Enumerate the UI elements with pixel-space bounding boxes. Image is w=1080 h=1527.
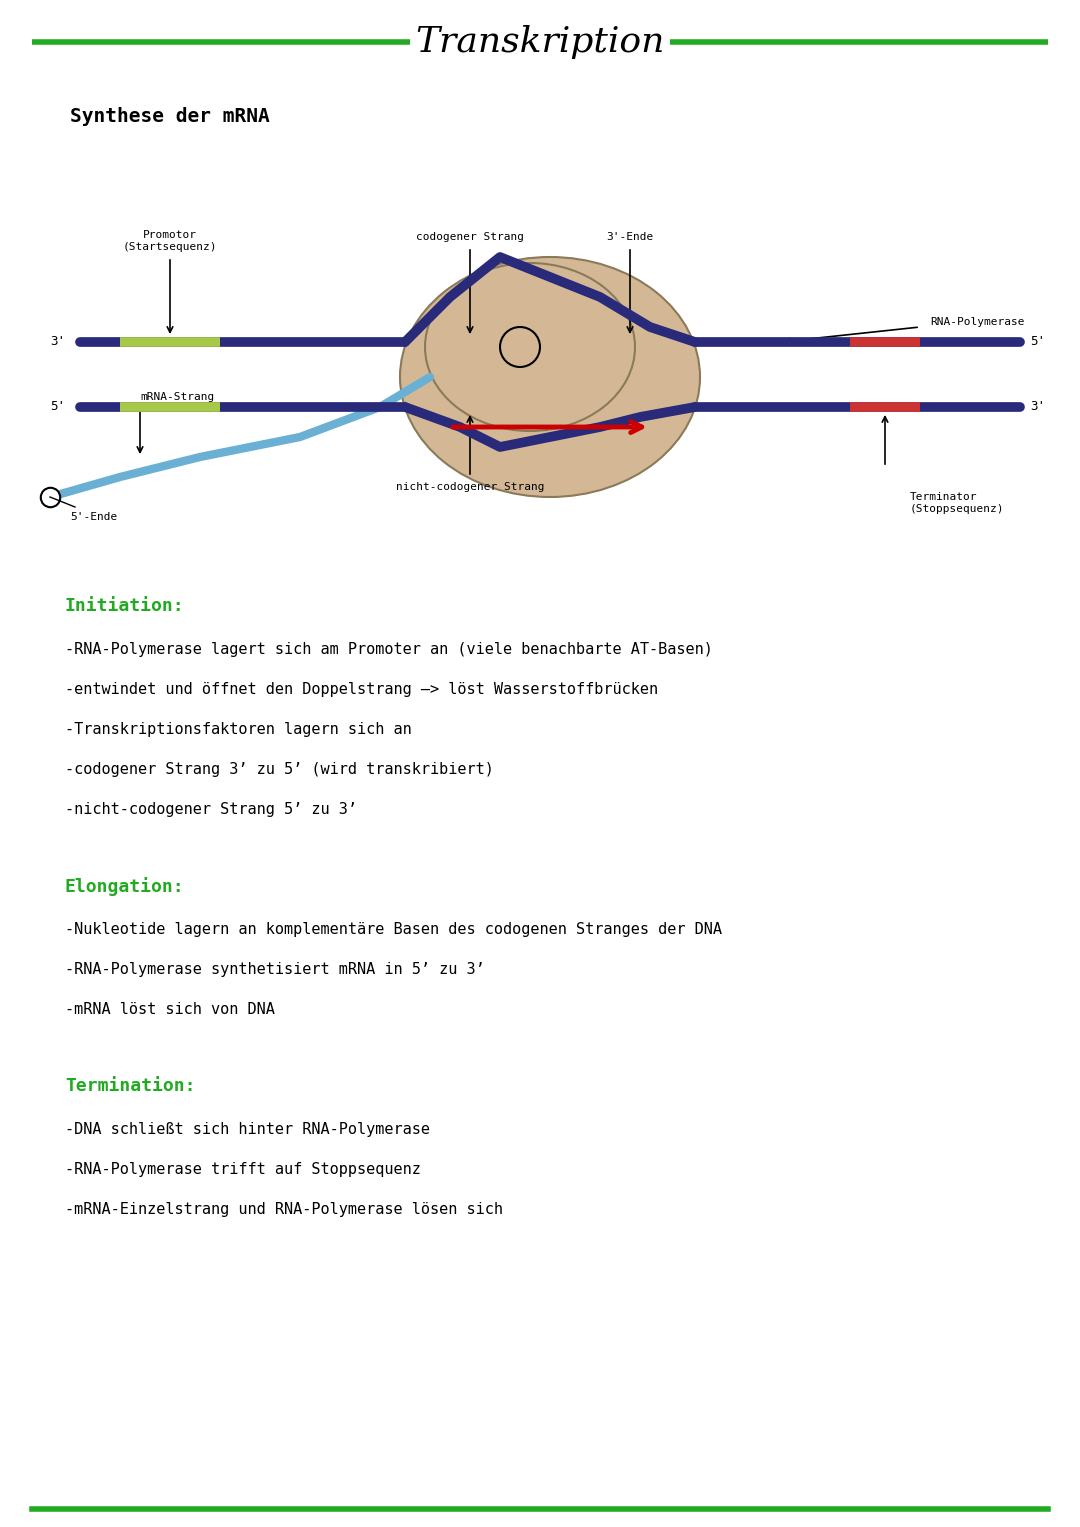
Text: 5': 5' [50,400,65,414]
Text: Elongation:: Elongation: [65,876,185,896]
Ellipse shape [400,257,700,496]
Text: Transkription: Transkription [416,24,664,60]
Text: nicht-codogener Strang: nicht-codogener Strang [395,483,544,492]
Text: Initiation:: Initiation: [65,597,185,615]
Text: 5'-Ende: 5'-Ende [70,512,118,522]
Text: -DNA schließt sich hinter RNA-Polymerase: -DNA schließt sich hinter RNA-Polymerase [65,1122,430,1138]
Text: Promotor
(Startsequenz): Promotor (Startsequenz) [123,231,217,252]
Text: -mRNA-Einzelstrang und RNA-Polymerase lösen sich: -mRNA-Einzelstrang und RNA-Polymerase lö… [65,1202,503,1217]
Text: Terminator
(Stoppsequenz): Terminator (Stoppsequenz) [910,492,1004,513]
Text: -codogener Strang 3’ zu 5’ (wird transkribiert): -codogener Strang 3’ zu 5’ (wird transkr… [65,762,494,777]
Text: -nicht-codogener Strang 5’ zu 3’: -nicht-codogener Strang 5’ zu 3’ [65,802,357,817]
Text: codogener Strang: codogener Strang [416,232,524,241]
Text: Termination:: Termination: [65,1077,195,1095]
Text: -RNA-Polymerase lagert sich am Promoter an (viele benachbarte AT-Basen): -RNA-Polymerase lagert sich am Promoter … [65,641,713,657]
Text: Synthese der mRNA: Synthese der mRNA [70,107,270,127]
Text: -Transkriptionsfaktoren lagern sich an: -Transkriptionsfaktoren lagern sich an [65,722,411,738]
Text: -entwindet und öffnet den Doppelstrang —> löst Wasserstoffbrücken: -entwindet und öffnet den Doppelstrang —… [65,683,658,696]
Text: -mRNA löst sich von DNA: -mRNA löst sich von DNA [65,1002,275,1017]
Text: 3': 3' [1030,400,1045,414]
Text: -RNA-Polymerase trifft auf Stoppsequenz: -RNA-Polymerase trifft auf Stoppsequenz [65,1162,421,1177]
Text: -RNA-Polymerase synthetisiert mRNA in 5’ zu 3’: -RNA-Polymerase synthetisiert mRNA in 5’… [65,962,485,977]
Text: 3'-Ende: 3'-Ende [606,232,653,241]
Text: 3': 3' [50,336,65,348]
Text: RNA-Polymerase: RNA-Polymerase [930,318,1025,327]
Text: -Nukleotide lagern an komplementäre Basen des codogenen Stranges der DNA: -Nukleotide lagern an komplementäre Base… [65,922,723,938]
Ellipse shape [426,263,635,431]
Text: mRNA-Strang: mRNA-Strang [140,392,214,402]
Text: 5': 5' [1030,336,1045,348]
